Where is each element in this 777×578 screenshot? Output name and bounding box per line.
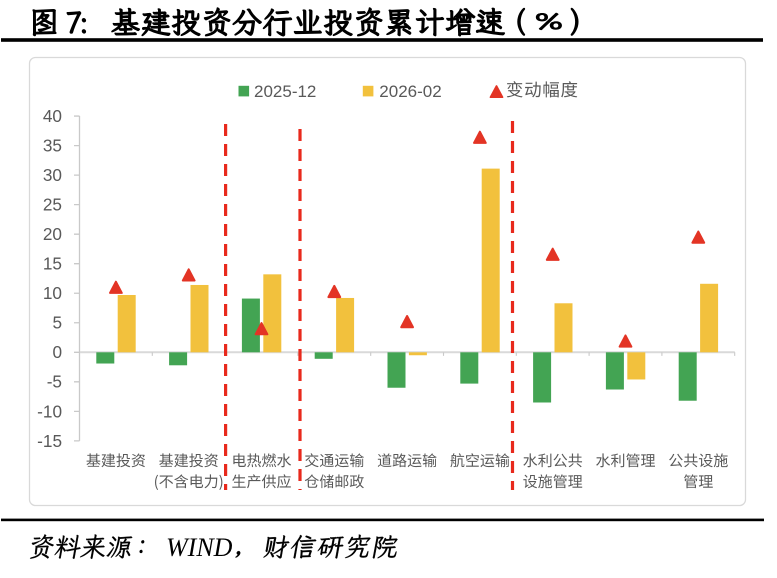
svg-text:10: 10 — [43, 283, 62, 303]
svg-text:25: 25 — [43, 195, 62, 215]
svg-text:15: 15 — [43, 254, 62, 274]
svg-text:-10: -10 — [37, 401, 62, 421]
svg-text:-5: -5 — [47, 372, 62, 392]
svg-text:WIND: WIND — [166, 533, 233, 562]
svg-text:-15: -15 — [37, 431, 62, 451]
svg-text:40: 40 — [43, 106, 62, 126]
svg-text:20: 20 — [43, 224, 62, 244]
svg-text:30: 30 — [43, 165, 62, 185]
svg-text:2026-02: 2026-02 — [379, 82, 441, 101]
svg-text:2025-12: 2025-12 — [254, 82, 316, 101]
svg-text:35: 35 — [43, 135, 62, 155]
svg-text:5: 5 — [52, 313, 62, 333]
svg-text:0: 0 — [52, 342, 62, 362]
